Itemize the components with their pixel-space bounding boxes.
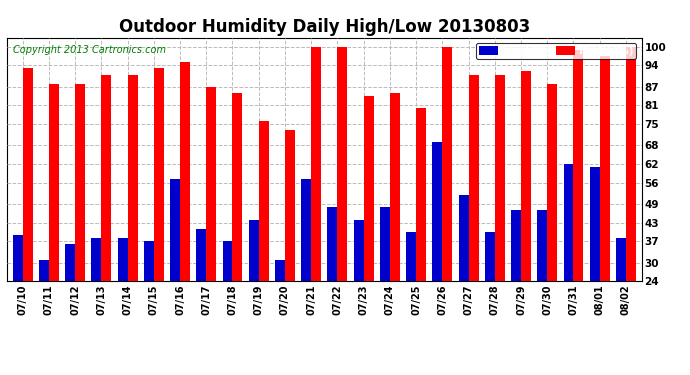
Bar [311, 47, 321, 281]
Bar [600, 56, 610, 281]
Bar [206, 87, 216, 281]
Bar [23, 68, 32, 281]
Bar [616, 238, 626, 281]
Bar [380, 207, 390, 281]
Title: Outdoor Humidity Daily High/Low 20130803: Outdoor Humidity Daily High/Low 20130803 [119, 18, 530, 36]
Bar [117, 238, 128, 281]
Bar [285, 130, 295, 281]
Bar [170, 179, 180, 281]
Bar [564, 164, 573, 281]
Bar [573, 50, 584, 281]
Bar [65, 244, 75, 281]
Bar [337, 47, 347, 281]
Bar [406, 232, 416, 281]
Bar [128, 75, 137, 281]
Bar [459, 195, 469, 281]
Bar [538, 210, 547, 281]
Bar [511, 210, 521, 281]
Bar [144, 241, 154, 281]
Legend: Low  (%), High  (%): Low (%), High (%) [476, 43, 636, 59]
Bar [485, 232, 495, 281]
Bar [547, 84, 558, 281]
Bar [196, 229, 206, 281]
Bar [626, 47, 636, 281]
Bar [328, 207, 337, 281]
Bar [433, 142, 442, 281]
Bar [416, 108, 426, 281]
Bar [469, 75, 479, 281]
Bar [101, 75, 111, 281]
Bar [180, 62, 190, 281]
Bar [75, 84, 85, 281]
Bar [39, 260, 49, 281]
Bar [12, 235, 23, 281]
Bar [442, 47, 453, 281]
Text: Copyright 2013 Cartronics.com: Copyright 2013 Cartronics.com [13, 45, 166, 55]
Bar [154, 68, 164, 281]
Bar [495, 75, 505, 281]
Bar [590, 167, 600, 281]
Bar [302, 179, 311, 281]
Bar [390, 93, 400, 281]
Bar [521, 72, 531, 281]
Bar [259, 121, 268, 281]
Bar [275, 260, 285, 281]
Bar [233, 93, 242, 281]
Bar [364, 96, 373, 281]
Bar [249, 219, 259, 281]
Bar [222, 241, 233, 281]
Bar [49, 84, 59, 281]
Bar [354, 219, 364, 281]
Bar [91, 238, 101, 281]
